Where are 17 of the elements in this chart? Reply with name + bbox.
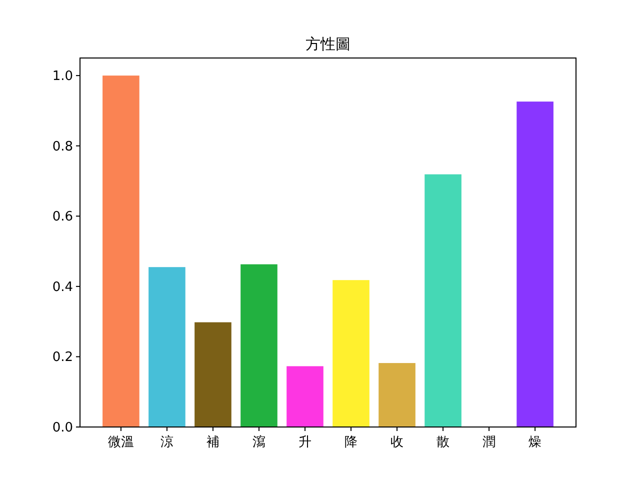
y-tick-label: 0.0	[52, 420, 73, 436]
x-tick-label: 降	[344, 435, 358, 450]
x-tick-label: 涼	[160, 435, 174, 450]
x-tick-label: 升	[298, 435, 312, 450]
x-tick-label: 收	[390, 435, 404, 450]
y-tick-label: 0.4	[52, 280, 73, 295]
x-tick-label: 散	[436, 435, 450, 450]
x-tick-label: 潤	[482, 435, 496, 450]
x-tick-label: 燥	[528, 435, 542, 450]
chart-title: 方性圖	[306, 35, 350, 53]
x-tick-label: 微溫	[108, 435, 134, 450]
y-tick-label: 0.8	[52, 139, 73, 154]
y-tick-label: 0.2	[52, 350, 73, 366]
x-tick-label: 補	[206, 435, 220, 450]
y-tick-label: 0.6	[52, 210, 73, 225]
x-tick-label: 瀉	[252, 435, 266, 450]
y-tick-label: 1.0	[52, 69, 73, 84]
